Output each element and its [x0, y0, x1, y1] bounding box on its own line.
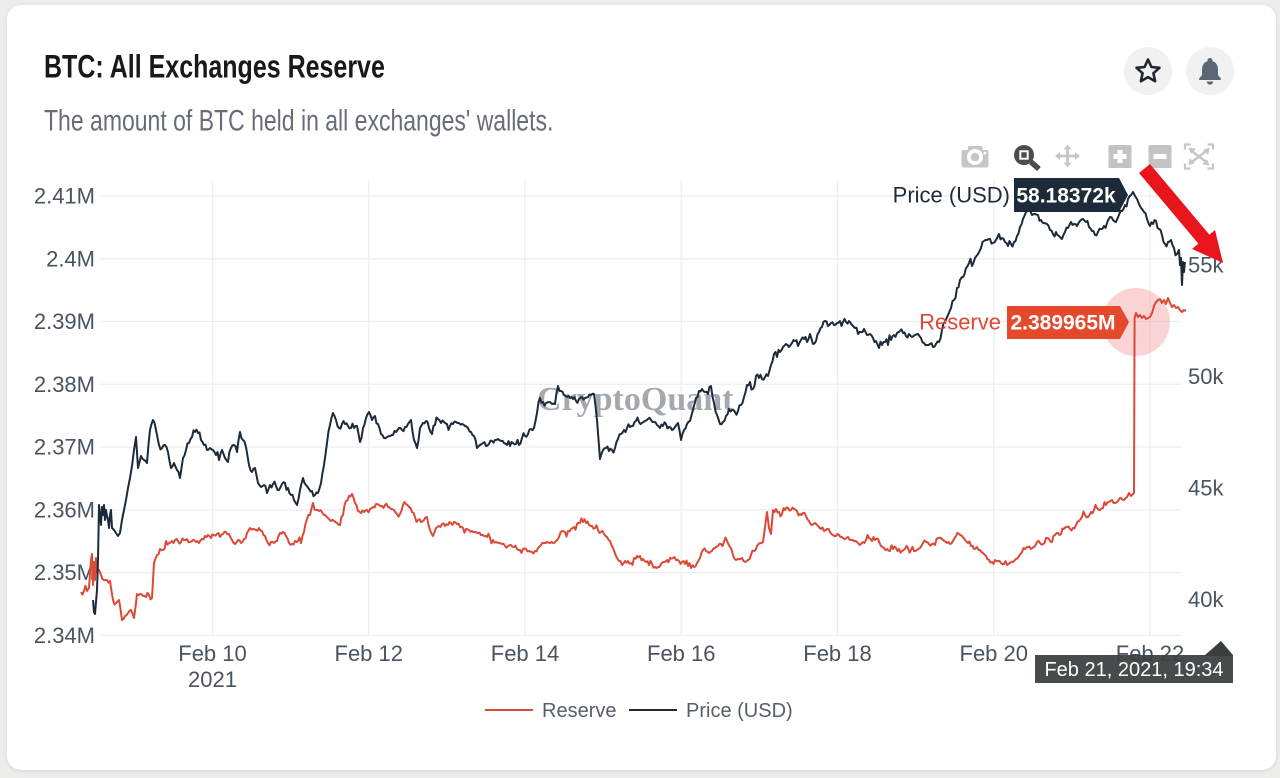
svg-text:Feb 21, 2021, 19:34: Feb 21, 2021, 19:34: [1044, 659, 1223, 681]
svg-text:Feb 18: Feb 18: [803, 641, 872, 666]
svg-text:Feb 10: Feb 10: [178, 641, 247, 666]
svg-text:2.36M: 2.36M: [34, 497, 95, 522]
svg-text:Feb 20: Feb 20: [960, 641, 1029, 666]
svg-text:2.38M: 2.38M: [34, 372, 95, 397]
svg-text:2.41M: 2.41M: [34, 184, 95, 209]
svg-text:2.35M: 2.35M: [34, 560, 95, 585]
svg-text:45k: 45k: [1188, 476, 1224, 501]
svg-text:Price (USD): Price (USD): [686, 700, 793, 722]
svg-text:2021: 2021: [188, 667, 237, 692]
svg-text:Price (USD): Price (USD): [893, 183, 1010, 208]
svg-text:2.4M: 2.4M: [46, 246, 95, 271]
svg-text:Feb 16: Feb 16: [647, 641, 716, 666]
svg-text:2.389965M: 2.389965M: [1010, 312, 1115, 335]
svg-text:Reserve: Reserve: [919, 310, 1001, 335]
svg-text:58.18372k: 58.18372k: [1016, 185, 1116, 208]
svg-text:Feb 14: Feb 14: [491, 641, 560, 666]
svg-text:2.37M: 2.37M: [34, 435, 95, 460]
svg-text:Feb 12: Feb 12: [335, 641, 404, 666]
svg-text:2.34M: 2.34M: [34, 623, 95, 648]
svg-text:2.39M: 2.39M: [34, 309, 95, 334]
svg-text:CryptoQuant: CryptoQuant: [537, 381, 734, 418]
svg-text:Reserve: Reserve: [542, 700, 616, 722]
svg-text:40k: 40k: [1188, 587, 1224, 612]
svg-text:50k: 50k: [1188, 364, 1224, 389]
